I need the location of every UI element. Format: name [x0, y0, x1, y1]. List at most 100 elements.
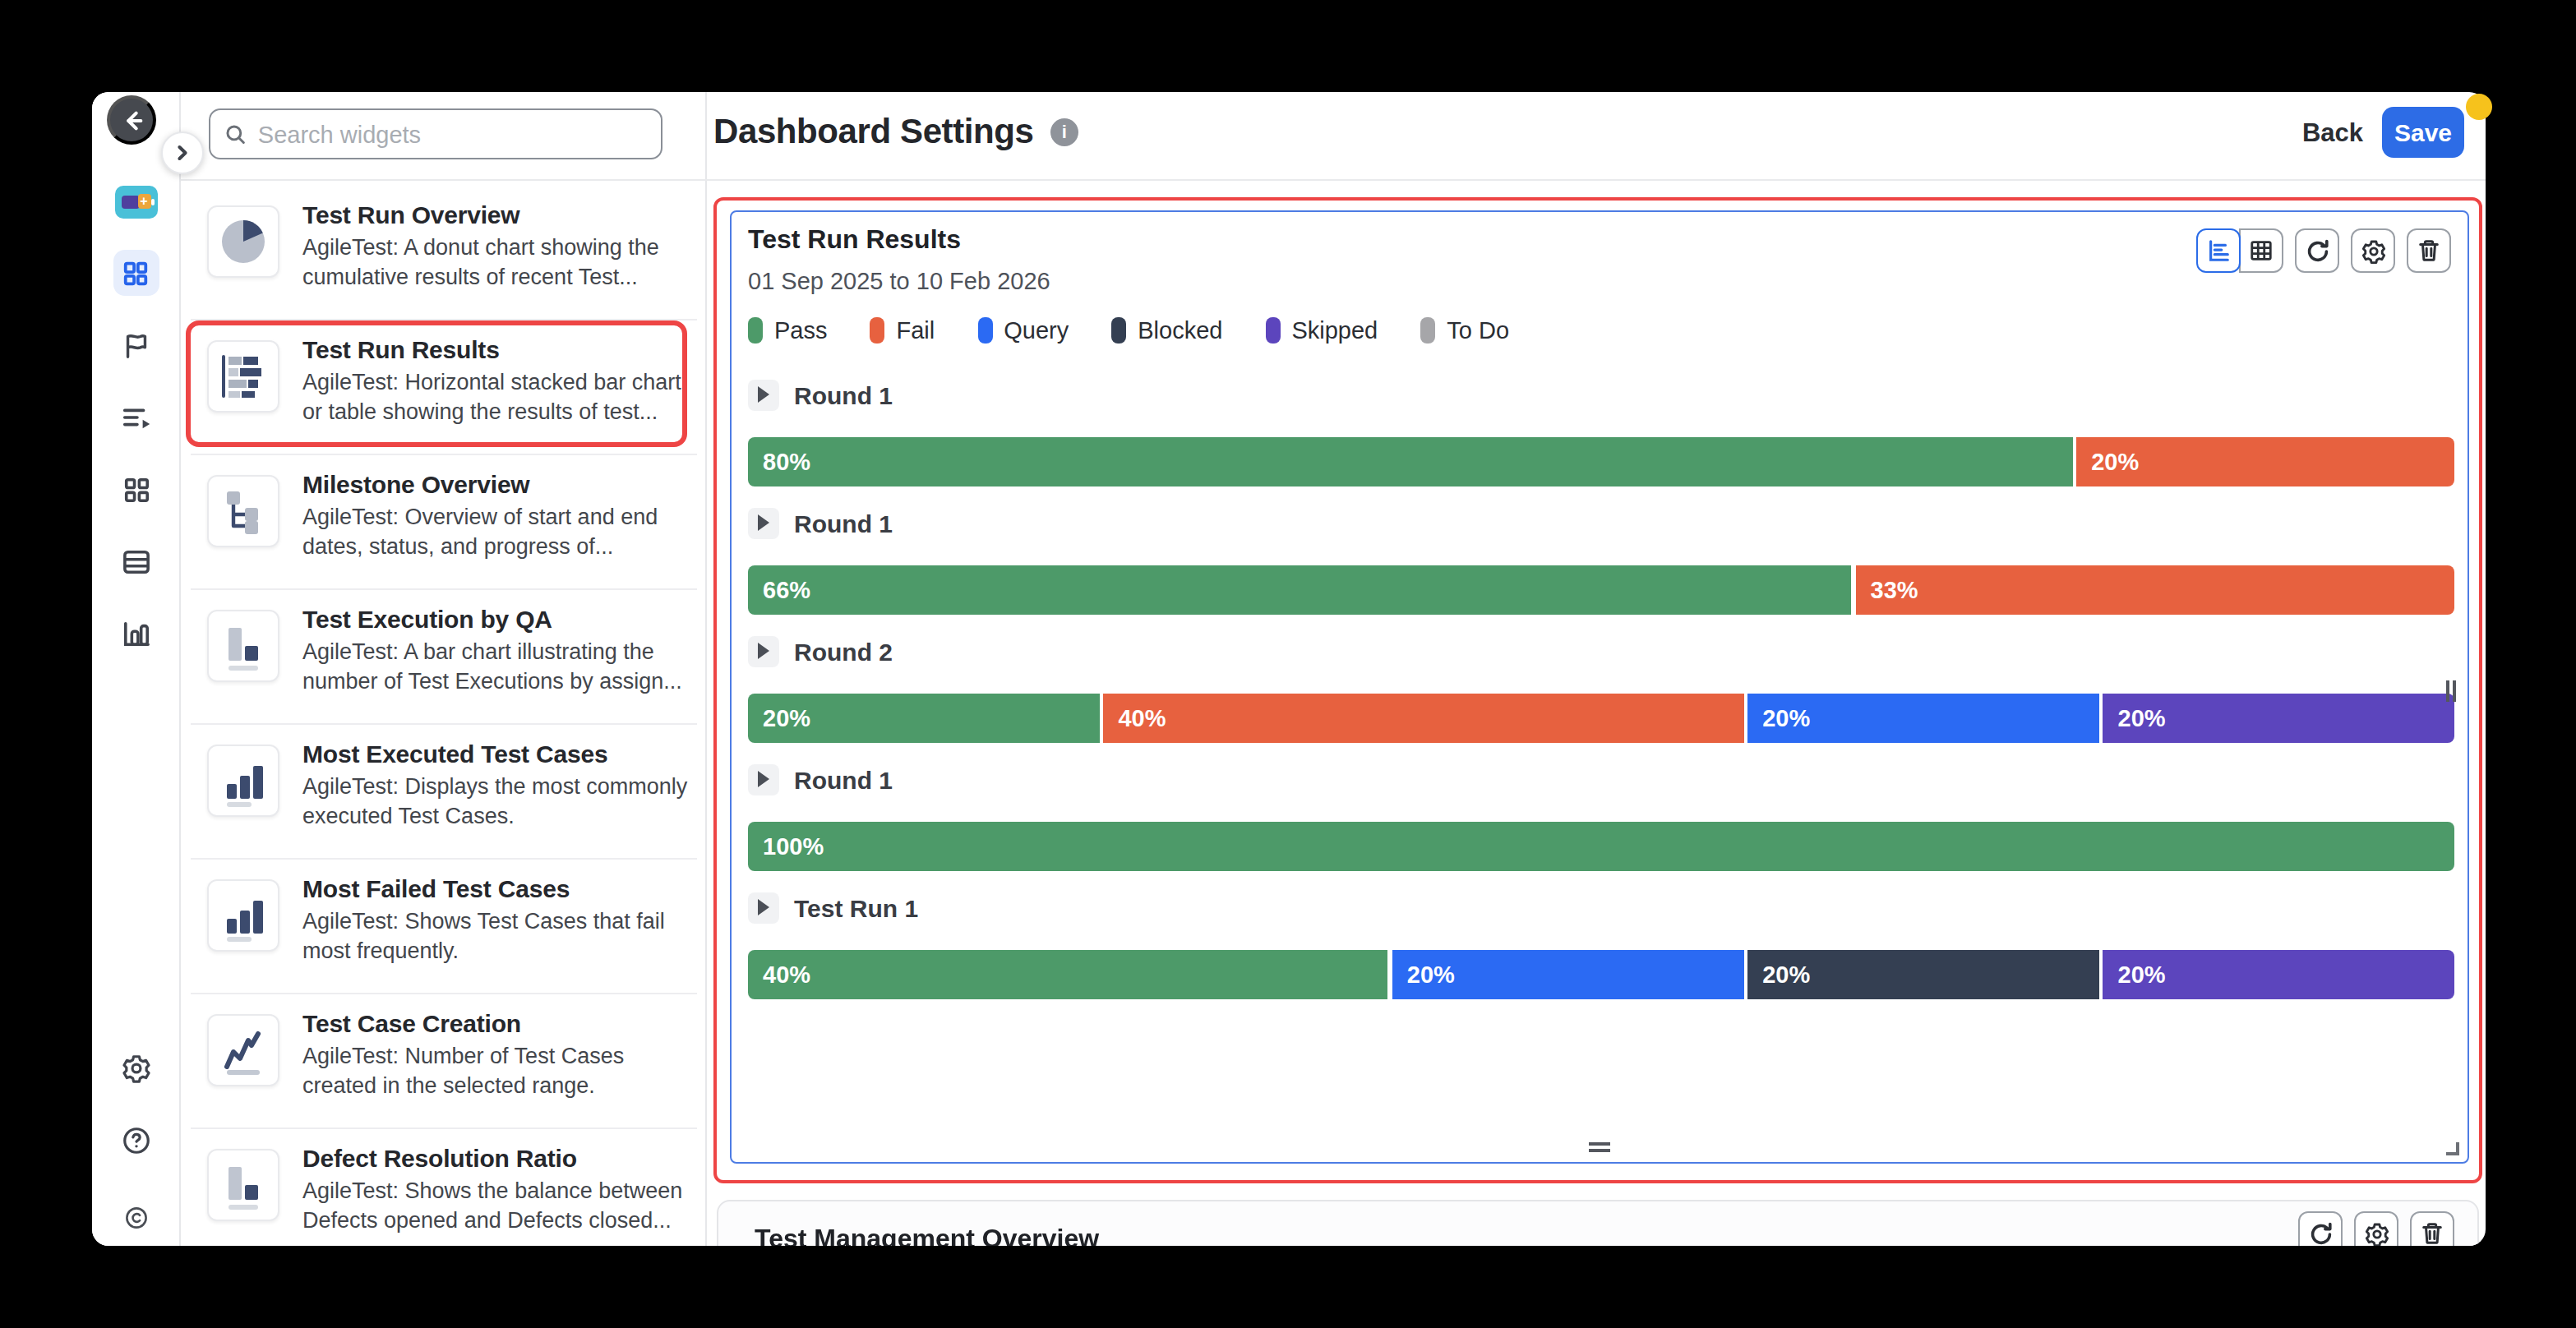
widget-search[interactable]: [209, 108, 662, 159]
agiletest-logo[interactable]: +: [114, 186, 157, 219]
row-label: Round 1: [794, 380, 893, 408]
sidebar-item-dashboards-active[interactable]: [113, 250, 159, 296]
delete-widget-button[interactable]: [2410, 1211, 2454, 1246]
legend-swatch-blocked: [1111, 317, 1126, 344]
expand-row-button[interactable]: [748, 507, 779, 538]
legend-swatch-todo: [1420, 317, 1435, 344]
widget-item-description: AgileTest: A donut chart showing the cum…: [302, 233, 694, 293]
bar-segment-pass[interactable]: 20%: [748, 694, 1099, 743]
widget-list-item[interactable]: Milestone Overview AgileTest: Overview o…: [181, 454, 707, 588]
widget-item-description: AgileTest: Number of Test Cases created …: [302, 1042, 694, 1101]
back-button[interactable]: Back: [2295, 107, 2371, 158]
bar-segment-pass[interactable]: 40%: [748, 950, 1388, 999]
line-chart-icon: [207, 1014, 279, 1086]
bar-segment-pass[interactable]: 100%: [748, 822, 2454, 871]
table-icon: [2249, 238, 2274, 263]
sidebar-item-copyright[interactable]: [123, 1206, 148, 1230]
triangle-right-icon: [758, 643, 769, 659]
row-label: Round 1: [794, 765, 893, 793]
sidebar-item-reports-chart[interactable]: [120, 620, 151, 648]
bar-segment-pass[interactable]: 66%: [748, 565, 1852, 615]
bar-segment-fail[interactable]: 40%: [1103, 694, 1743, 743]
copyright-icon: [123, 1206, 148, 1230]
row-label: Round 2: [794, 637, 893, 665]
expand-row-button[interactable]: [748, 892, 779, 923]
expand-row-button[interactable]: [748, 763, 779, 795]
widget-list-item[interactable]: Test Run Overview AgileTest: A donut cha…: [181, 184, 707, 319]
widget-list-item[interactable]: Most Failed Test Cases AgileTest: Shows …: [181, 858, 707, 993]
sidebar-item-help[interactable]: [120, 1125, 151, 1156]
widget-list-item-selected[interactable]: Test Run Results AgileTest: Horizontal s…: [181, 319, 707, 454]
legend-item: Pass: [748, 317, 828, 344]
delete-widget-button[interactable]: [2407, 228, 2451, 273]
horizontal-bar-chart-icon: [2206, 238, 2231, 263]
row-label: Test Run 1: [794, 893, 918, 921]
refresh-button[interactable]: [2298, 1211, 2343, 1246]
resize-handle-corner[interactable]: [2446, 1142, 2459, 1155]
legend-swatch-skipped: [1265, 317, 1280, 344]
widget-title: Test Run Results: [748, 225, 961, 255]
ascending-bars-chart-icon: [207, 879, 279, 952]
widget-list-item[interactable]: Defect Resolution Ratio AgileTest: Shows…: [181, 1127, 707, 1246]
chart-row-header: Round 1: [748, 376, 893, 413]
legend-swatch-fail: [870, 317, 885, 344]
widget-item-title: Test Run Overview: [302, 201, 519, 228]
resize-handle-right[interactable]: [2446, 680, 2456, 702]
agiletest-logo-icon: +: [114, 186, 157, 219]
expand-row-button[interactable]: [748, 379, 779, 410]
widget-item-title: Test Case Creation: [302, 1009, 521, 1037]
table-view-button[interactable]: [2239, 228, 2283, 273]
widget-item-description: AgileTest: Shows the balance between Def…: [302, 1177, 694, 1236]
sidebar-item-data-table[interactable]: [121, 549, 150, 575]
widget-item-title: Test Execution by QA: [302, 605, 552, 633]
legend-swatch-query: [977, 317, 992, 344]
notification-dot: [2466, 94, 2492, 120]
widget-list-item[interactable]: Test Execution by QA AgileTest: A bar ch…: [181, 588, 707, 723]
search-input[interactable]: [258, 121, 646, 147]
widget-controls: [2298, 1211, 2454, 1246]
ascending-bars-chart-icon: [207, 745, 279, 817]
bar-segment-query[interactable]: 20%: [1392, 950, 1743, 999]
search-icon: [225, 122, 247, 145]
chart-view-button[interactable]: [2196, 228, 2241, 273]
widget-list-item[interactable]: Test Case Creation AgileTest: Number of …: [181, 993, 707, 1127]
sidebar-item-flag[interactable]: [120, 330, 151, 361]
stacked-bar: 40%20%20%20%: [748, 950, 2454, 999]
widget-settings-button[interactable]: [2351, 228, 2395, 273]
flag-icon: [120, 330, 151, 361]
bar-segment-query[interactable]: 20%: [1747, 694, 2098, 743]
sidebar-item-settings[interactable]: [120, 1053, 151, 1084]
panel-collapse-button[interactable]: [161, 131, 204, 174]
widget-item-description: AgileTest: A bar chart illustrating the …: [302, 638, 694, 697]
gear-icon: [120, 1053, 151, 1084]
legend-item: To Do: [1420, 317, 1509, 344]
sidebar-item-widgets-grid[interactable]: [122, 476, 150, 504]
legend-item: Fail: [870, 317, 935, 344]
chart-legend: Pass Fail Query Blocked Skipped To Do: [748, 317, 1509, 344]
grid-icon: [122, 476, 150, 504]
bar-segment-fail[interactable]: 20%: [2076, 437, 2454, 486]
bar-segment-pass[interactable]: 80%: [748, 437, 2072, 486]
left-icon-rail: +: [92, 92, 181, 1246]
chart-row-header: Round 2: [748, 633, 893, 669]
gear-icon: [2363, 1220, 2389, 1246]
bar-segment-blocked[interactable]: 20%: [1747, 950, 2098, 999]
save-button[interactable]: Save: [2382, 107, 2464, 158]
sidebar-item-test-executions[interactable]: [119, 403, 152, 432]
expand-row-button[interactable]: [748, 635, 779, 666]
info-icon[interactable]: i: [1050, 118, 1078, 145]
view-toggle: [2196, 228, 2283, 273]
widget-controls: [2196, 228, 2451, 273]
refresh-button[interactable]: [2295, 228, 2339, 273]
legend-item: Skipped: [1265, 317, 1378, 344]
list-play-icon: [119, 403, 152, 432]
widget-list-item[interactable]: Most Executed Test Cases AgileTest: Disp…: [181, 723, 707, 858]
resize-handle-bottom[interactable]: [1589, 1141, 1610, 1152]
bar-segment-skipped[interactable]: 20%: [2103, 694, 2454, 743]
bar-segment-fail[interactable]: 33%: [1856, 565, 2454, 615]
widget-settings-button[interactable]: [2354, 1211, 2398, 1246]
test-run-results-widget: Test Run Results 01 Sep 2025 to 10 Feb 2…: [730, 210, 2469, 1164]
bar-segment-skipped[interactable]: 20%: [2103, 950, 2454, 999]
back-circle-button[interactable]: [107, 95, 156, 145]
chart-row-header: Round 1: [748, 761, 893, 797]
